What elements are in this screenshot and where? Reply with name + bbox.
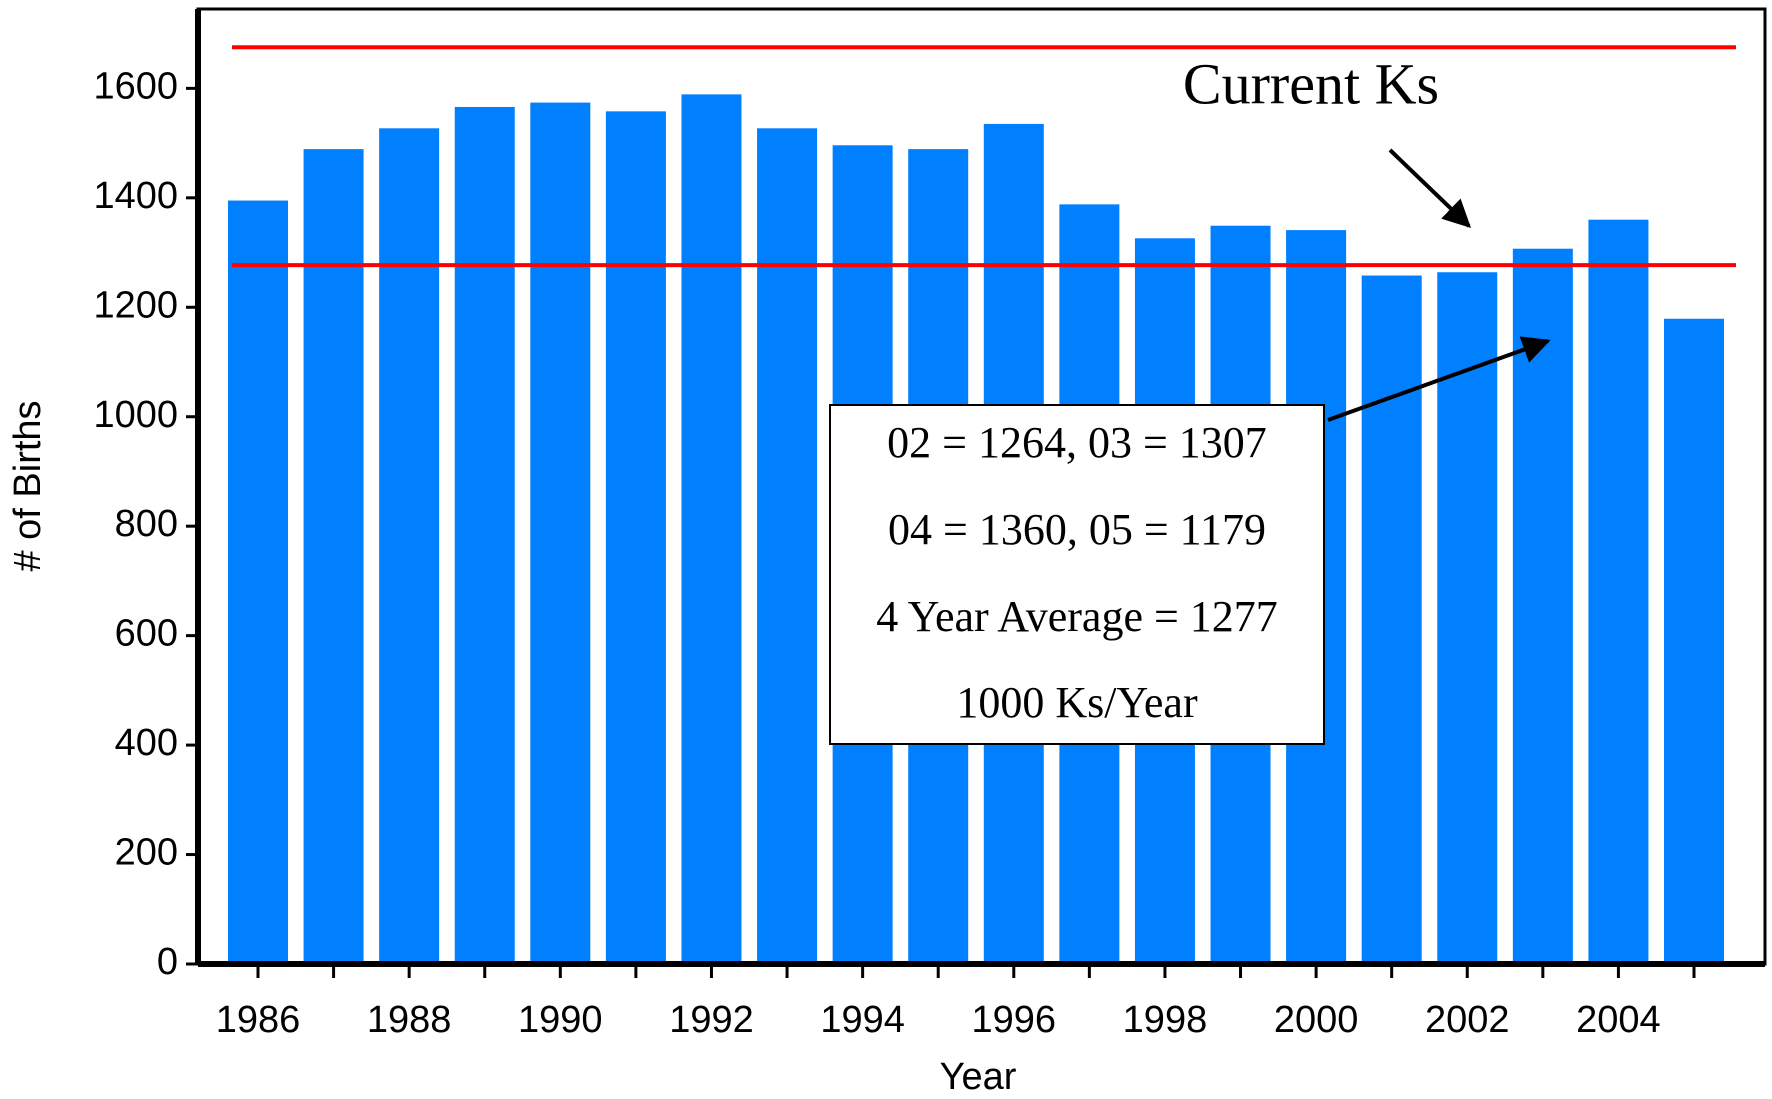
bar [379,128,440,965]
y-tick-label: 200 [115,832,178,874]
annotation-line: 4 Year Average = 1277 [876,592,1278,641]
x-tick-label: 2004 [1576,999,1661,1041]
annotation-line: 04 = 1360, 05 = 1179 [888,505,1266,554]
bar [1588,219,1649,964]
y-tick-label: 1600 [93,65,178,107]
y-tick-label: 1000 [93,394,178,436]
annotation-box [829,404,1325,745]
bar [1664,318,1724,965]
bar [605,111,666,965]
y-tick-label: 400 [115,722,178,764]
annotation-line: 02 = 1264, 03 = 1307 [887,418,1267,467]
bar [757,128,818,965]
bar [681,94,742,964]
bar [454,106,515,964]
annotation: Current Ks [1183,51,1439,116]
x-tick-label: 1994 [820,999,905,1041]
x-tick-label: 1990 [518,999,603,1041]
arrow [1327,336,1551,422]
x-axis-label: Year [940,1056,1017,1098]
y-tick-label: 0 [157,941,178,983]
y-tick-label: 600 [115,613,178,655]
x-tick-label: 1988 [367,999,452,1041]
x-tick-label: 2000 [1274,999,1359,1041]
bar [1361,275,1422,964]
bar [303,149,364,964]
annotation-line: 1000 Ks/Year [956,678,1198,727]
x-tick-label: 1992 [669,999,754,1041]
x-tick-label: 1996 [972,999,1057,1041]
x-tick-label: 1998 [1123,999,1208,1041]
bar [530,102,591,964]
y-axis-label: # of Births [7,400,49,571]
x-tick-label: 1986 [216,999,301,1041]
bar [1512,248,1573,964]
arrow [1388,148,1472,228]
y-tick-label: 1400 [93,175,178,217]
y-tick-label: 1200 [93,284,178,326]
x-tick-label: 2002 [1425,999,1510,1041]
bar [228,200,288,965]
y-tick-label: 800 [115,503,178,545]
bar [1437,272,1498,964]
